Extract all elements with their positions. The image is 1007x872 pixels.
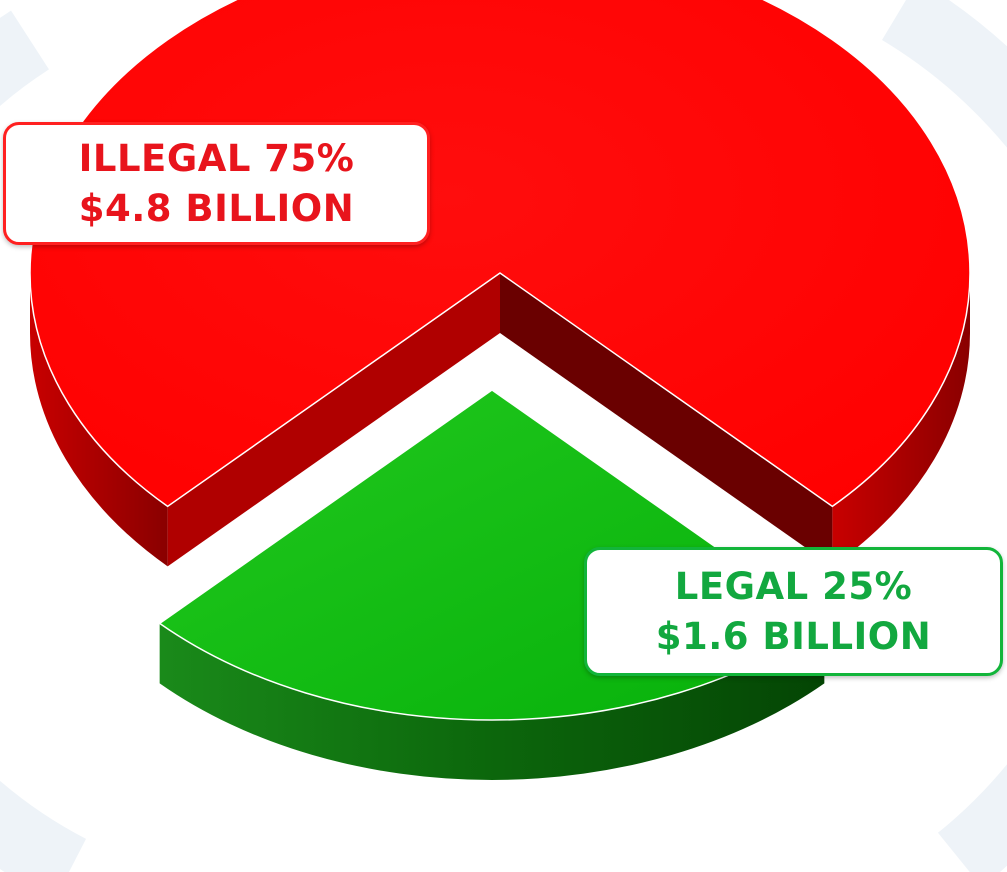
legal-amount-label: $1.6 BILLION: [655, 614, 932, 658]
illegal-slice-cut-face: [167, 273, 500, 567]
legal-callout: LEGAL 25% $1.6 BILLION: [584, 547, 1003, 676]
legal-percent-label: LEGAL 25%: [674, 564, 913, 608]
illegal-slice-cut-face: [500, 273, 833, 567]
illegal-callout: ILLEGAL 75% $4.8 BILLION: [3, 122, 430, 245]
illegal-percent-label: ILLEGAL 75%: [78, 136, 355, 180]
legal-slice-side: [159, 623, 825, 780]
illegal-slice-side: [30, 273, 168, 567]
illegal-slice-side: [832, 273, 970, 567]
illegal-amount-label: $4.8 BILLION: [78, 186, 355, 230]
